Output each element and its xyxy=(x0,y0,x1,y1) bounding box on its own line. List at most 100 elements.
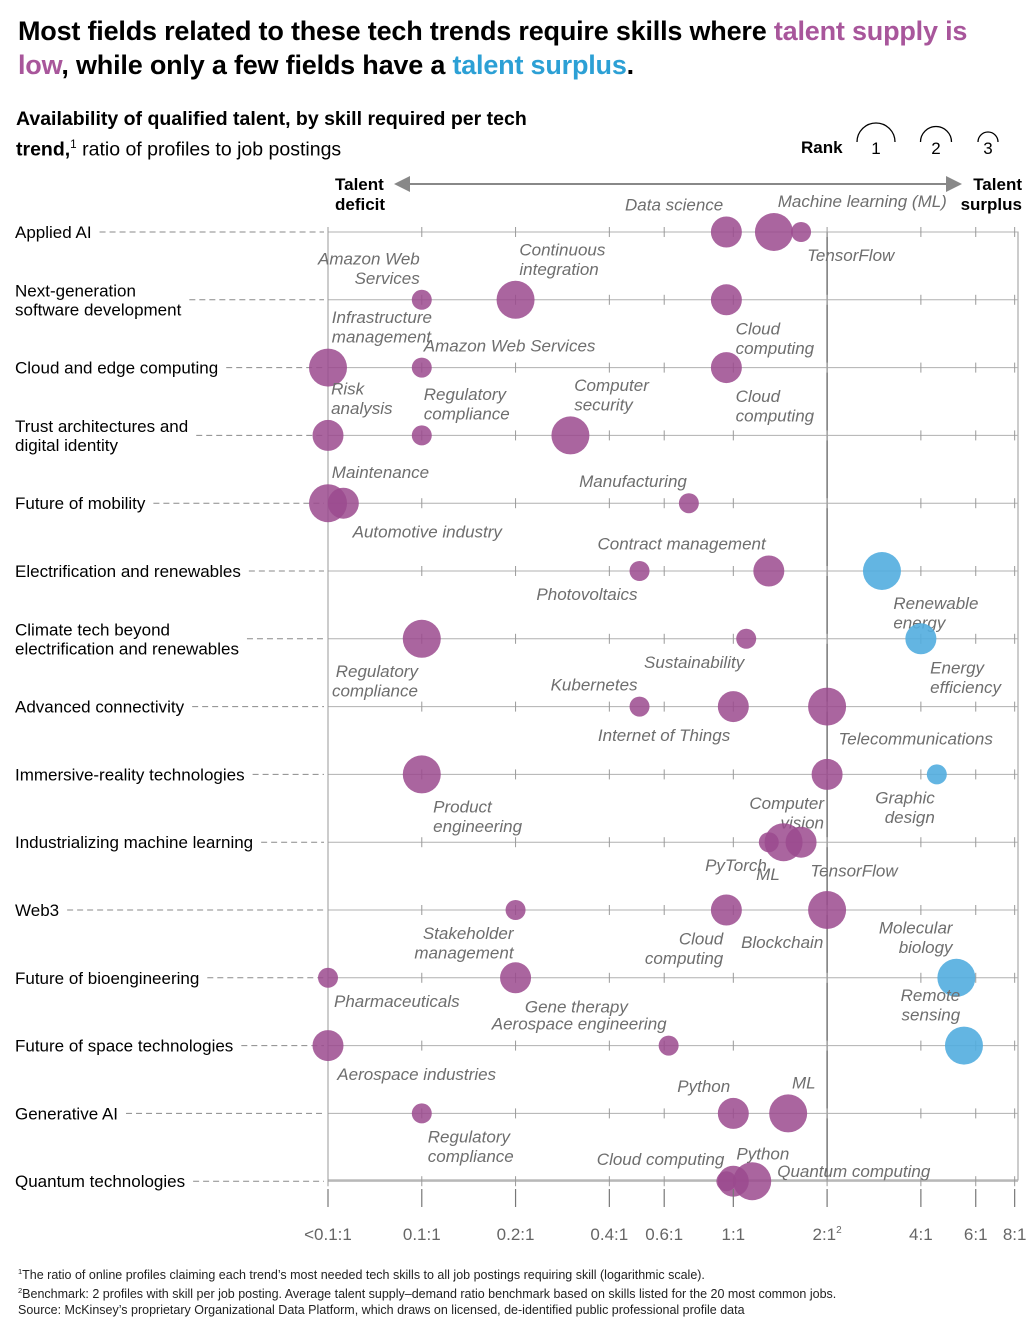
trend-label: Future of mobility xyxy=(15,494,146,513)
skill-label: Cloud xyxy=(679,930,724,949)
skill-label: Graphic xyxy=(875,788,935,807)
skill-bubble xyxy=(402,619,441,658)
footnote-2: 2Benchmark: 2 profiles with skill per jo… xyxy=(18,1283,1028,1302)
skill-bubble xyxy=(496,280,535,319)
skill-bubble xyxy=(905,623,937,655)
headline-text-2: , while only a few fields have a xyxy=(61,50,453,80)
skill-label: Data science xyxy=(625,196,723,215)
skill-bubble xyxy=(862,552,901,590)
skill-bubble xyxy=(717,691,749,723)
skill-label: compliance xyxy=(424,404,510,423)
skill-bubble xyxy=(678,493,699,514)
skill-label: Python xyxy=(736,1145,789,1164)
skill-label: Amazon Web xyxy=(317,249,420,268)
trend-label: Generative AI xyxy=(15,1104,118,1123)
skill-label: TensorFlow xyxy=(810,862,899,881)
x-tick-label: 0.1:1 xyxy=(403,1225,441,1244)
skill-bubble xyxy=(710,216,742,248)
x-tick-label: 8:1 xyxy=(1003,1225,1027,1244)
skill-label: Services xyxy=(355,269,421,288)
trend-label: Climate tech beyond xyxy=(15,620,170,639)
skill-label: management xyxy=(332,328,433,347)
headline-highlight-surplus: talent surplus xyxy=(452,50,627,80)
skill-label: Regulatory xyxy=(336,662,420,681)
skill-label: Cloud xyxy=(736,387,781,406)
skill-bubble xyxy=(753,555,785,587)
skill-label: Remote xyxy=(901,986,961,1005)
skill-bubble xyxy=(318,967,338,988)
rank-legend-arc xyxy=(977,131,999,143)
skill-bubble xyxy=(500,962,532,994)
rank-legend-label: Rank xyxy=(801,138,843,157)
headline: Most fields related to these tech trends… xyxy=(18,14,1018,82)
skill-bubble xyxy=(551,416,590,455)
skill-bubble xyxy=(629,561,650,581)
axis-end-surplus-line1: Talent xyxy=(973,175,1022,194)
skill-label: compliance xyxy=(332,681,418,700)
skill-label: security xyxy=(574,395,634,414)
trend-label: Future of bioengineering xyxy=(15,969,199,988)
skill-label: Energy xyxy=(930,658,985,677)
skill-label: ML xyxy=(792,1073,816,1092)
skill-label: Aerospace engineering xyxy=(491,1015,667,1034)
skill-bubble xyxy=(710,894,742,926)
skill-label: Aerospace industries xyxy=(336,1065,496,1084)
skill-bubble xyxy=(312,1030,344,1062)
source-text: Source: McKinsey’s proprietary Organizat… xyxy=(18,1303,745,1318)
trend-label: Advanced connectivity xyxy=(15,698,185,717)
footnote-1: 1The ratio of online profiles claiming e… xyxy=(18,1264,1028,1283)
trend-label: Industrializing machine learning xyxy=(15,833,253,852)
rank-legend-number: 1 xyxy=(871,139,880,158)
skill-bubble xyxy=(717,1097,749,1129)
skill-label: energy xyxy=(893,614,946,633)
x-tick-label: 0.2:1 xyxy=(497,1225,535,1244)
skill-label: Risk xyxy=(331,379,366,398)
headline-text-1: Most fields related to these tech trends… xyxy=(18,16,774,46)
skill-label: Blockchain xyxy=(741,933,823,952)
trend-label: digital identity xyxy=(15,436,119,455)
skill-label: Photovoltaics xyxy=(536,585,638,604)
footnote-2-mark: 2 xyxy=(18,1286,23,1296)
skill-bubble xyxy=(411,425,432,446)
skill-label: Cloud xyxy=(736,319,781,338)
skill-label: TensorFlow xyxy=(807,246,896,265)
skill-label: Telecommunications xyxy=(838,730,993,749)
trend-label: software development xyxy=(15,300,182,319)
subtitle-bold: Availability of qualified talent, by ski… xyxy=(16,108,527,161)
skill-label: Pharmaceuticals xyxy=(334,992,460,1011)
skill-label: Maintenance xyxy=(332,463,429,482)
skill-bubble xyxy=(629,696,650,717)
skill-bubble xyxy=(327,487,359,519)
skill-label: sensing xyxy=(902,1006,961,1025)
skill-label: Computer xyxy=(574,376,650,395)
subtitle-footnote-mark: 1 xyxy=(70,138,77,151)
trend-label: Next-generation xyxy=(15,281,136,300)
skill-bubble xyxy=(411,1103,432,1124)
skill-label: Molecular xyxy=(879,918,954,937)
x-tick-label: 0.6:1 xyxy=(645,1225,683,1244)
x-tick-label: 4:1 xyxy=(909,1225,933,1244)
skill-label: Python xyxy=(677,1077,730,1096)
skill-bubble xyxy=(402,755,441,794)
footnotes: 1The ratio of online profiles claiming e… xyxy=(18,1264,1028,1318)
rank-legend-number: 3 xyxy=(983,139,992,158)
x-tick-label: 2:12 xyxy=(812,1225,842,1244)
skill-bubble xyxy=(411,289,432,310)
skill-bubble xyxy=(312,419,344,451)
axis-end-deficit-line2: deficit xyxy=(335,195,385,214)
skill-label: biology xyxy=(899,938,954,957)
skill-bubble xyxy=(926,764,947,785)
skill-label: Regulatory xyxy=(424,385,508,404)
skill-bubble xyxy=(791,222,812,242)
skill-label: Machine learning (ML) xyxy=(778,192,947,211)
skill-bubble xyxy=(411,357,432,378)
skill-label: computing xyxy=(645,949,724,968)
skill-label: PyTorch xyxy=(705,856,767,875)
trend-label: Web3 xyxy=(15,901,59,920)
skill-bubble xyxy=(937,958,976,997)
skill-label: Continuous xyxy=(519,240,606,259)
x-tick-label: <0.1:1 xyxy=(304,1225,352,1244)
skill-label: Quantum computing xyxy=(777,1162,931,1181)
footnote-source: Source: McKinsey’s proprietary Organizat… xyxy=(18,1302,1028,1318)
skill-bubble xyxy=(808,687,847,726)
